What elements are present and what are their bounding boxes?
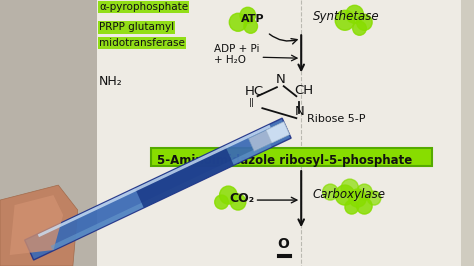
Text: PRPP glutamyl: PRPP glutamyl: [99, 22, 174, 32]
Text: + H₂O: + H₂O: [214, 55, 246, 65]
Polygon shape: [0, 185, 78, 266]
Circle shape: [240, 7, 255, 23]
Circle shape: [367, 191, 381, 205]
Circle shape: [229, 13, 247, 31]
Text: Ribose 5-P: Ribose 5-P: [307, 114, 365, 124]
Polygon shape: [248, 122, 290, 151]
Text: CH: CH: [294, 84, 313, 97]
Text: midotransferase: midotransferase: [99, 38, 185, 48]
Circle shape: [335, 10, 355, 30]
Circle shape: [353, 21, 366, 35]
Text: 5-Aminoimidazole ribosyl-5-phosphate: 5-Aminoimidazole ribosyl-5-phosphate: [157, 154, 413, 167]
Text: NH₂: NH₂: [99, 75, 123, 88]
Circle shape: [244, 19, 257, 33]
Text: O: O: [277, 237, 289, 251]
Text: Synthetase: Synthetase: [313, 10, 380, 23]
Circle shape: [349, 189, 366, 207]
Polygon shape: [135, 145, 234, 208]
Circle shape: [219, 186, 237, 204]
Circle shape: [335, 185, 355, 205]
Polygon shape: [51, 142, 272, 250]
Circle shape: [341, 179, 358, 197]
Text: ||: ||: [249, 98, 255, 107]
Polygon shape: [9, 195, 63, 255]
Text: ADP + Pi: ADP + Pi: [214, 44, 259, 54]
Bar: [0, 0, 97, 266]
Polygon shape: [25, 118, 291, 260]
Text: CO₂: CO₂: [229, 192, 255, 205]
Text: N: N: [276, 73, 286, 86]
Polygon shape: [38, 125, 271, 237]
Circle shape: [346, 5, 364, 23]
Circle shape: [356, 198, 372, 214]
Polygon shape: [266, 122, 290, 143]
Text: ATP: ATP: [241, 14, 264, 24]
Text: Carboxylase: Carboxylase: [313, 188, 386, 201]
Circle shape: [230, 194, 246, 210]
Circle shape: [323, 184, 338, 200]
Text: α-pyrophosphate: α-pyrophosphate: [99, 2, 188, 12]
Circle shape: [356, 184, 372, 200]
Bar: [151, 148, 432, 166]
Bar: [97, 0, 461, 266]
Circle shape: [215, 195, 228, 209]
Text: HC: HC: [245, 85, 264, 98]
Circle shape: [356, 14, 372, 30]
Circle shape: [345, 200, 358, 214]
Text: N: N: [294, 105, 304, 118]
